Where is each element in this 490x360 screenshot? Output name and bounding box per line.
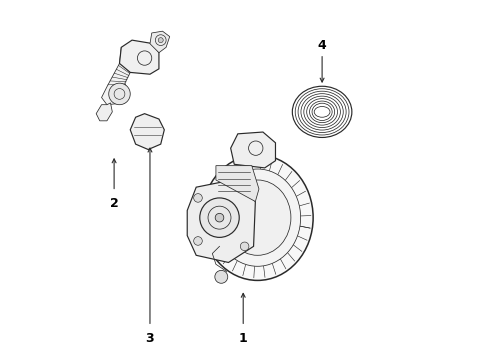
Text: 2: 2	[110, 197, 119, 210]
Circle shape	[200, 198, 239, 237]
Circle shape	[158, 38, 163, 42]
Polygon shape	[216, 166, 259, 202]
Ellipse shape	[215, 169, 301, 266]
Circle shape	[215, 270, 228, 283]
Text: 3: 3	[146, 332, 154, 345]
Polygon shape	[120, 40, 159, 74]
Polygon shape	[96, 103, 112, 121]
Circle shape	[194, 237, 202, 245]
Polygon shape	[231, 132, 275, 168]
Circle shape	[240, 242, 249, 251]
Ellipse shape	[224, 180, 291, 255]
Text: 1: 1	[239, 332, 247, 345]
Polygon shape	[150, 31, 170, 53]
Circle shape	[109, 83, 130, 105]
Polygon shape	[101, 47, 130, 105]
Circle shape	[215, 213, 224, 222]
Circle shape	[194, 194, 202, 202]
Ellipse shape	[202, 155, 313, 280]
Polygon shape	[130, 114, 164, 149]
Polygon shape	[187, 180, 255, 262]
Text: 4: 4	[318, 39, 326, 52]
